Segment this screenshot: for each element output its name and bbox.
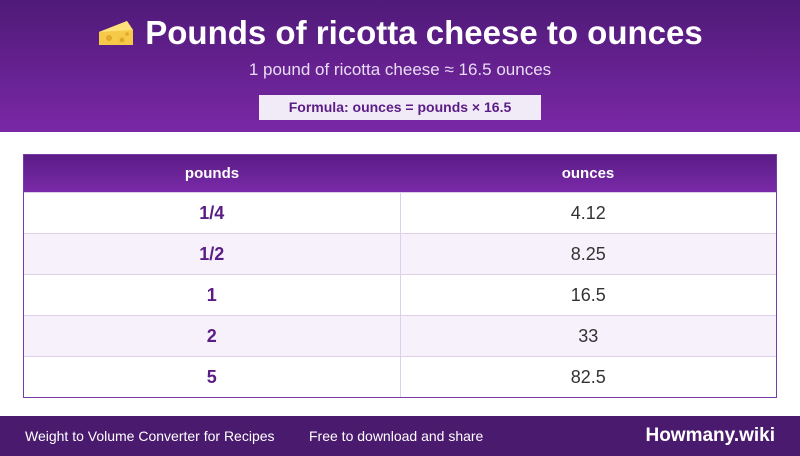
footer-middle: Free to download and share [309,428,484,444]
table-cell: 1/4 [199,202,225,223]
title: Pounds of ricotta cheese to ounces [145,14,703,51]
brand: Howmany.wiki [645,425,775,446]
table-cell: 82.5 [399,357,777,397]
table-row: 1/2 8.25 [24,233,776,274]
header: Pounds of ricotta cheese to ounces 1 pou… [0,0,800,132]
table-cell: 33 [399,316,777,356]
formula: Formula: ounces = pounds × 16.5 [259,95,541,120]
subtitle: 1 pound of ricotta cheese ≈ 16.5 ounces [248,60,552,79]
table-cell: 1/2 [199,243,225,264]
table-row: 5 82.5 [24,356,776,397]
table-cell: 16.5 [399,275,777,315]
column-header: ounces [561,165,615,182]
footer: Weight to Volume Converter for Recipes F… [0,416,800,456]
cheese-icon [99,21,134,45]
table-row: 1 16.5 [24,274,776,315]
title-row: Pounds of ricotta cheese to ounces [0,14,800,52]
table-row: 1/4 4.12 [24,192,776,233]
table-cell: 1 [206,284,217,305]
table: pounds ounces 1/4 4.12 1/2 8.25 1 16.5 2 33 5 82.… [23,154,777,398]
table-cell: 2 [206,325,217,346]
table-cell: 4.12 [399,193,777,233]
column-header: pounds [184,165,240,182]
header-row: pounds ounces [24,155,776,192]
footer-left: Weight to Volume Converter for Recipes [25,428,275,444]
table-cell: 5 [206,366,217,387]
table-cell: 8.25 [399,234,777,274]
table-row: 2 33 [24,315,776,356]
